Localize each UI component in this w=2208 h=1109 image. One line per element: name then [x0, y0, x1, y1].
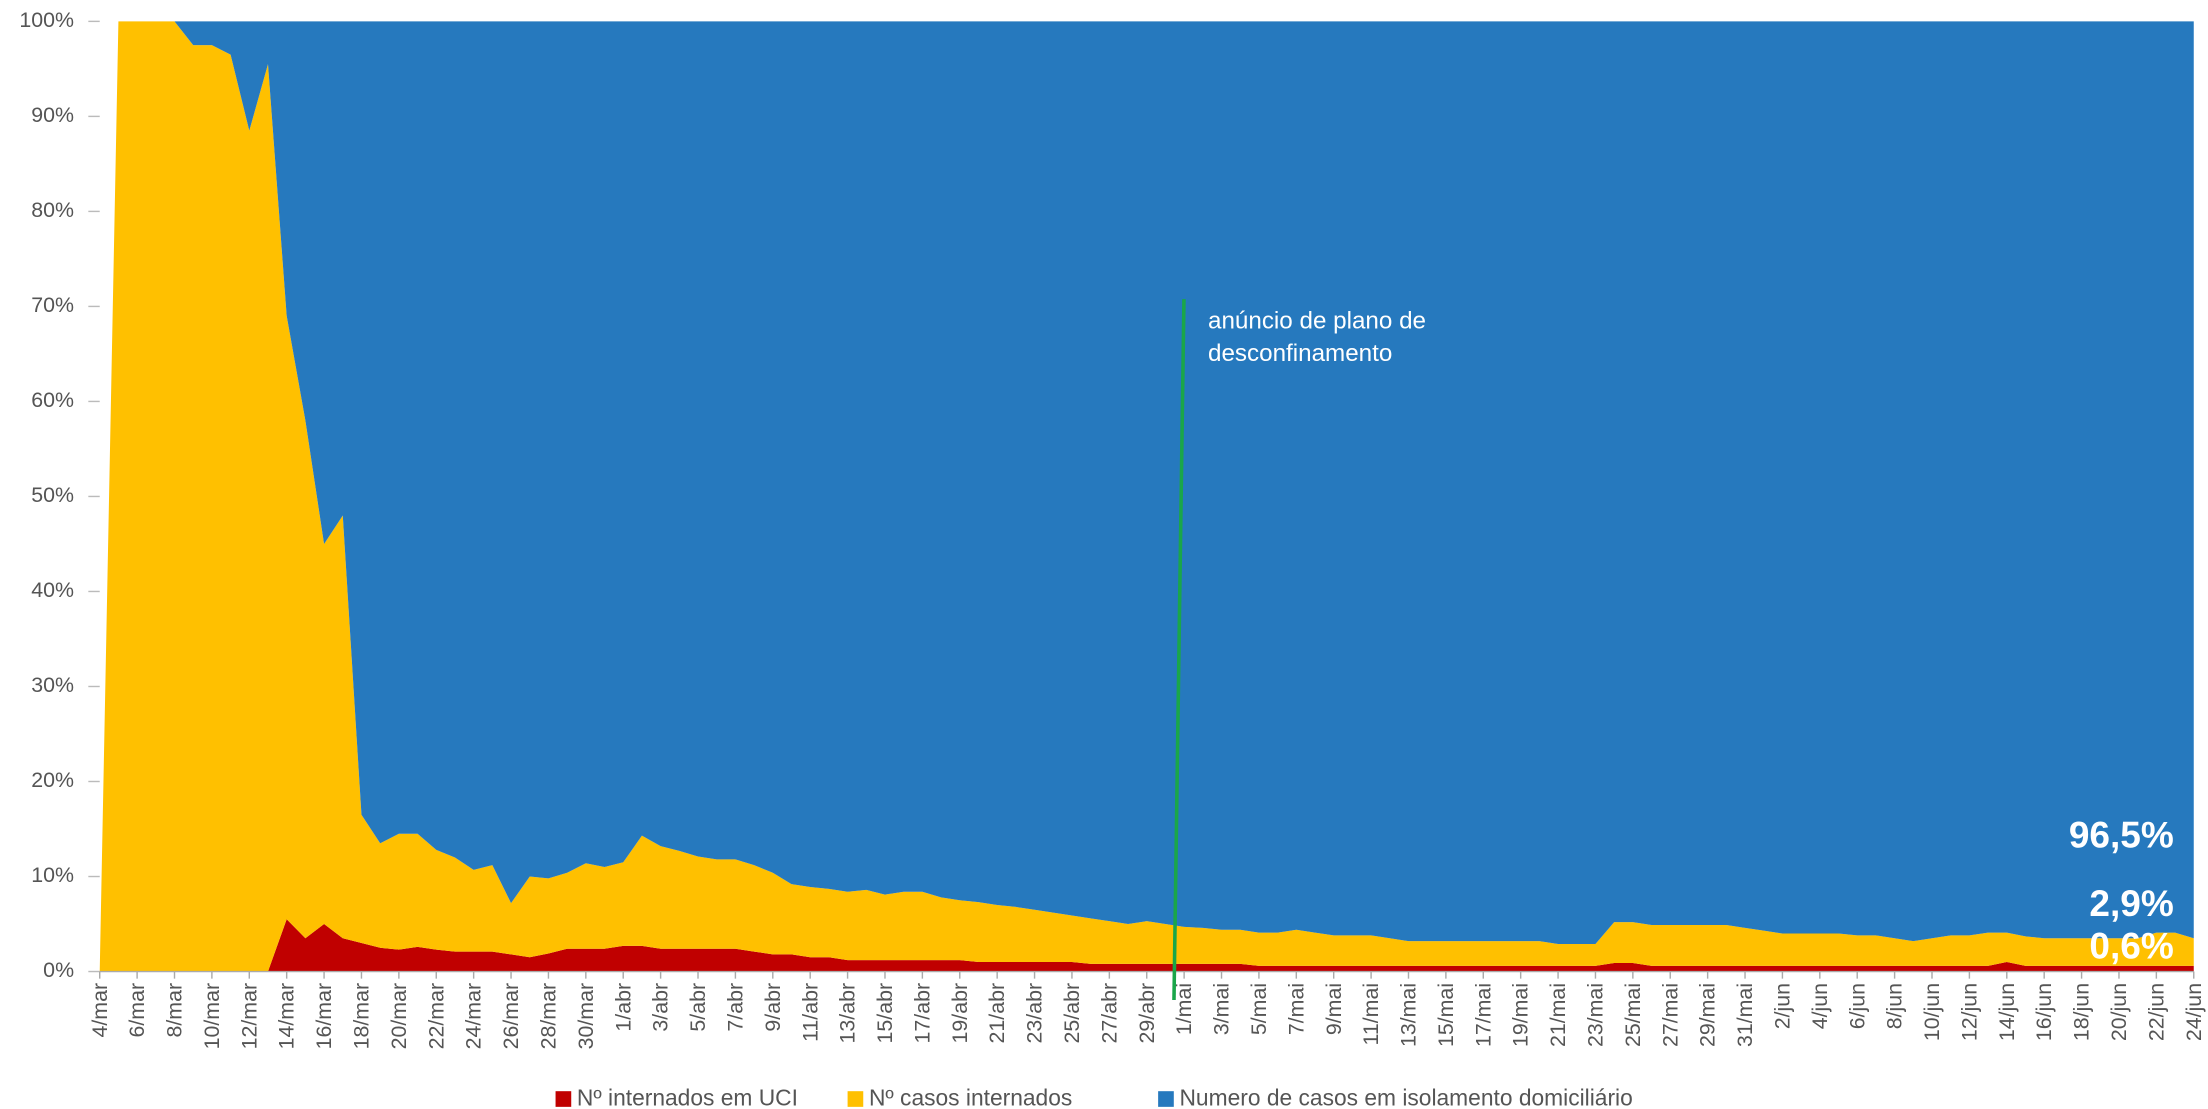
x-tick-label: 1/mai — [1172, 983, 1196, 1035]
y-tick-label: 100% — [19, 8, 74, 32]
legend-swatch — [555, 1091, 572, 1107]
legend-label: Nº internados em UCI — [577, 1085, 798, 1109]
y-tick-label: 80% — [31, 198, 74, 222]
x-tick-label: 15/mai — [1434, 983, 1458, 1047]
legend-label: Numero de casos em isolamento domiciliár… — [1179, 1085, 1632, 1109]
x-tick-label: 20/jun — [2107, 983, 2131, 1041]
x-tick-label: 15/abr — [873, 983, 897, 1044]
x-tick-label: 22/jun — [2144, 983, 2168, 1041]
y-tick-label: 30% — [31, 673, 74, 697]
y-tick-label: 10% — [31, 863, 74, 887]
x-tick-label: 11/mai — [1359, 983, 1383, 1046]
area — [99, 21, 2194, 972]
y-tick-label: 60% — [31, 388, 74, 412]
legend-swatch — [1158, 1091, 1174, 1107]
x-tick-label: 16/mar — [312, 983, 336, 1049]
x-tick-label: 23/abr — [1023, 983, 1047, 1044]
x-tick-label: 19/abr — [948, 983, 972, 1044]
x-tick-label: 24/mar — [462, 983, 486, 1049]
legend-label: Nº casos internados — [869, 1085, 1072, 1109]
x-tick-label: 17/mai — [1471, 983, 1495, 1047]
x-tick-label: 30/mar — [574, 983, 598, 1049]
x-tick-label: 13/abr — [836, 983, 860, 1044]
x-tick-label: 1/abr — [611, 983, 635, 1032]
y-tick-label: 90% — [31, 103, 74, 127]
y-tick-label: 0% — [43, 958, 74, 982]
x-tick-label: 20/mar — [387, 983, 411, 1049]
x-tick-label: 23/mai — [1584, 983, 1608, 1047]
y-tick-label: 70% — [31, 293, 74, 317]
x-tick-label: 18/mar — [350, 983, 374, 1049]
x-tick-label: 29/abr — [1135, 983, 1159, 1044]
x-tick-label: 7/abr — [723, 983, 747, 1032]
x-tick-label: 16/jun — [2032, 983, 2056, 1041]
x-tick-label: 5/abr — [686, 983, 710, 1032]
x-tick-label: 19/mai — [1509, 983, 1533, 1047]
y-tick-label: 50% — [31, 483, 74, 507]
x-tick-label: 25/abr — [1060, 983, 1084, 1044]
data-label: 0,6% — [2089, 925, 2173, 967]
annotation-text: desconfinamento — [1208, 340, 1392, 367]
y-tick-label: 40% — [31, 578, 74, 602]
x-tick-label: 14/mar — [275, 983, 299, 1049]
data-label: 96,5% — [2069, 813, 2174, 855]
data-label: 2,9% — [2089, 882, 2173, 924]
x-tick-label: 9/abr — [761, 983, 785, 1032]
x-tick-label: 18/jun — [2070, 983, 2094, 1041]
x-tick-label: 29/mai — [1696, 983, 1720, 1047]
x-tick-label: 3/mai — [1210, 983, 1234, 1035]
x-tick-label: 22/mar — [424, 983, 448, 1049]
x-tick-label: 27/abr — [1097, 983, 1121, 1044]
annotation-line — [1172, 299, 1186, 1001]
x-tick-label: 21/mai — [1546, 983, 1570, 1047]
x-tick-label: 10/mar — [200, 983, 224, 1049]
x-tick-label: 4/jun — [1808, 983, 1832, 1029]
x-tick-label: 12/mar — [237, 983, 261, 1049]
x-tick-label: 9/mai — [1322, 983, 1346, 1035]
x-tick-label: 4/mar — [88, 983, 112, 1038]
x-tick-label: 7/mai — [1284, 983, 1308, 1035]
x-tick-label: 26/mar — [499, 983, 523, 1049]
x-tick-label: 17/abr — [910, 983, 934, 1044]
x-tick-label: 8/mar — [163, 983, 187, 1038]
x-tick-label: 27/mai — [1658, 983, 1682, 1047]
x-tick-label: 12/jun — [1957, 983, 1981, 1041]
x-tick-label: 24/jun — [2182, 983, 2206, 1041]
x-tick-label: 6/jun — [1845, 983, 1869, 1029]
x-tick-label: 5/mai — [1247, 983, 1271, 1035]
area — [99, 919, 2194, 972]
x-tick-label: 2/jun — [1770, 983, 1794, 1029]
x-tick-label: 14/jun — [1995, 983, 2019, 1041]
x-tick-label: 28/mar — [537, 983, 561, 1049]
annotation-text: anúncio de plano de — [1208, 307, 1426, 334]
x-tick-label: 13/mai — [1397, 983, 1421, 1047]
x-tick-label: 31/mai — [1733, 983, 1757, 1047]
x-tick-label: 3/abr — [649, 983, 673, 1032]
y-tick-label: 20% — [31, 768, 74, 792]
x-tick-label: 6/mar — [125, 983, 149, 1038]
x-tick-label: 10/jun — [1920, 983, 1944, 1041]
area — [99, 21, 2194, 972]
x-tick-label: 25/mai — [1621, 983, 1645, 1047]
x-tick-label: 21/abr — [985, 983, 1009, 1044]
x-tick-label: 8/jun — [1883, 983, 1907, 1029]
legend-swatch — [847, 1091, 864, 1107]
x-tick-label: 11/abr — [798, 983, 822, 1042]
